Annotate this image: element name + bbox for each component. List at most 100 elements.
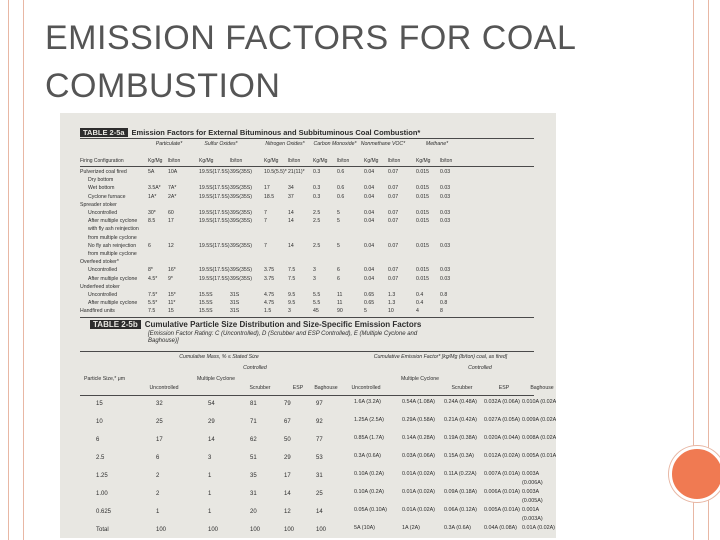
- table-a-cell: 7.5*: [148, 292, 158, 298]
- table-a-cell: 8.5: [148, 218, 156, 225]
- table-a-row-label: from multiple cyclone: [88, 251, 137, 257]
- table-b-cell: 62: [250, 437, 257, 443]
- table-b-factor-scrubber: 0.24A (0.48A) 0.21A (0.42A) 0.19A (0.38A) 0…: [444, 398, 480, 538]
- table-b-column-header: Multiple Cyclone: [196, 376, 236, 382]
- table-a-cell: 0.015: [416, 210, 429, 216]
- slide-title-line-1: EMISSION FACTORS FOR COAL: [45, 19, 577, 57]
- table-a-cell: 30*: [148, 210, 156, 216]
- table-a-cell: 0.6: [337, 169, 345, 175]
- table-b-factor-cell: 0.11A (0.22A): [444, 471, 477, 477]
- table-a-cell: 17: [168, 218, 174, 225]
- table-b-cell: 14: [284, 491, 291, 497]
- table-a-cell: 12: [168, 242, 174, 249]
- table-a-cell: 10.5(5.5)*: [264, 169, 287, 175]
- table-b-factor-multiple-cyclone: 0.54A (1.08A) 0.29A (0.58A) 0.14A (0.28A) 0…: [402, 398, 438, 538]
- table-a-rule-bottom: [80, 317, 534, 318]
- table-b-cell: 3: [208, 455, 212, 461]
- table-a-cell: 4.75: [264, 292, 275, 298]
- table-a-cell: 7.5: [148, 308, 156, 315]
- table-a-cell: 14: [288, 210, 294, 216]
- table-a-row-label: from multiple cyclone: [88, 234, 137, 241]
- table-a-row-label: Underfeed stoker: [80, 283, 120, 290]
- table-a-cell: 9.5: [288, 292, 296, 298]
- table-b-factor-cell: 1.25A (2.5A): [354, 417, 384, 423]
- table-a-cell: 0.07: [388, 185, 399, 192]
- table-b-factor-cell: 0.010A (0.02A): [522, 399, 556, 405]
- table-a-cell: 39S(35S): [230, 169, 252, 175]
- table-a-cell: 8: [440, 308, 443, 315]
- table-b-factor-baghouse: 0.010A (0.02A) 0.009A (0.02A) 0.008A (0.02…: [522, 398, 556, 538]
- table-a-cell: 0.07: [388, 210, 399, 216]
- table-a-cell: 39S(35S): [230, 218, 252, 225]
- table-b-factor-cell: 0.01A (0.02A): [522, 525, 555, 531]
- table-a-cell: 17: [264, 185, 270, 192]
- slide-title: EMISSION FACTORS FOR COAL COMBUSTION: [45, 14, 665, 110]
- table-b-cell: 53: [316, 455, 323, 461]
- table-a-cell: 5.5: [313, 300, 321, 307]
- table-b-cell: 100: [156, 527, 167, 533]
- table-a-unit-header: Kg/Mg: [364, 158, 379, 164]
- table-b-cell: 97: [316, 401, 323, 407]
- table-b-cell: 31: [250, 491, 257, 497]
- table-b-cell: 6: [156, 455, 160, 461]
- table-b-factor-cell: 1A (2A): [402, 525, 420, 531]
- table-b-factor-cell: 0.3A (0.6A): [354, 453, 381, 459]
- table-a-cell: 3: [313, 275, 316, 282]
- table-b-column-header: Multiple Cyclone: [400, 376, 440, 382]
- table-b-factor-cell: 0.012A (0.02A): [484, 453, 520, 459]
- table-b-column-header: Scrubber: [451, 385, 473, 391]
- table-a-cell: 5: [364, 308, 367, 315]
- table-a-cell: 5.5: [313, 292, 321, 298]
- table-b-cell: 25: [156, 419, 163, 425]
- table-a-row: Handfired units 7.5 15 15.5S 31S 1.5 3 45 90 5 10 4…: [80, 308, 546, 316]
- table-a-cell: 0.03: [440, 218, 451, 225]
- table-a-cell: 9*: [168, 275, 173, 282]
- table-b-mass-esp: 79 67 50 29 17 14 12 100: [284, 398, 294, 538]
- table-a-cell: 19.5S(17.5S): [199, 185, 230, 192]
- table-a-cell: 19.5S(17.5S): [199, 267, 230, 274]
- table-a-cell: 3: [313, 267, 316, 274]
- table-a-cell: 19.5S(17.5S): [199, 218, 230, 225]
- table-a-row: Cyclone furnace 1A* 2A* 19.5S(17.5S) 39S(35S…: [80, 194, 546, 202]
- table-a-cell: 60: [168, 210, 174, 216]
- table-a-row-label: Cyclone furnace: [88, 193, 126, 200]
- table-b-factor-cell: 0.10A (0.2A): [354, 471, 384, 477]
- table-a-cell: 39S(35S): [230, 275, 252, 282]
- table-a-group-header: Nonmethane VOC*: [360, 141, 406, 147]
- table-a-unit-header: Kg/Mg: [148, 158, 163, 164]
- table-a-row-label: Uncontrolled: [88, 292, 118, 298]
- table-b-cell: 25: [316, 491, 323, 497]
- table-a-cell: 37: [288, 193, 294, 200]
- table-b-factor-cell: 0.003A (0.005A): [522, 489, 543, 504]
- table-a-row: After multiple cyclone 8.5 17 19.5S(17.5S) 3…: [80, 218, 546, 226]
- table-b-cell: 77: [316, 437, 323, 443]
- table-a-cell: 16*: [168, 267, 176, 274]
- table-b-factor-cell: 0.54A (1.08A): [402, 399, 435, 405]
- table-a-caption: Emission Factors for External Bituminous…: [131, 128, 421, 137]
- table-b-mass-header: Cumulative Mass, % ≤ Stated Size: [179, 354, 259, 360]
- table-a-cell: 0.4: [416, 300, 424, 307]
- table-a-cell: 5: [337, 210, 340, 216]
- table-b-column-header: Scrubber: [249, 385, 271, 391]
- table-b-rule-head: [80, 395, 534, 396]
- table-a-cell: 0.03: [440, 193, 451, 200]
- table-a-cell: 19.5S(17.5S): [199, 193, 230, 200]
- table-a-cell: 0.07: [388, 193, 399, 200]
- table-a-cell: 0.04: [364, 275, 375, 282]
- table-a-unit-header: Kg/Mg: [199, 158, 214, 164]
- table-a-cell: 9.5: [288, 300, 296, 307]
- table-b-column-header: Baghouse: [530, 385, 554, 391]
- table-b-factor-cell: 0.29A (0.58A): [402, 417, 435, 423]
- table-a-row: Spreader stoker: [80, 202, 546, 210]
- table-a-cell: 3.75: [264, 267, 275, 274]
- table-b-cell: 1.00: [96, 491, 108, 497]
- table-a-cell: 7: [264, 242, 267, 249]
- table-b-factor-cell: 0.027A (0.05A): [484, 417, 520, 423]
- table-a-cell: 0.8: [440, 300, 448, 307]
- table-a-cell: 3: [288, 308, 291, 315]
- table-b-factor-cell: 0.01A (0.02A): [402, 471, 435, 477]
- table-b-column-header: Uncontrolled: [149, 385, 179, 391]
- table-b-cell: 81: [250, 401, 257, 407]
- table-b-factor-cell: 1.6A (3.2A): [354, 399, 381, 405]
- table-b-factor-cell: 0.032A (0.06A): [484, 399, 520, 405]
